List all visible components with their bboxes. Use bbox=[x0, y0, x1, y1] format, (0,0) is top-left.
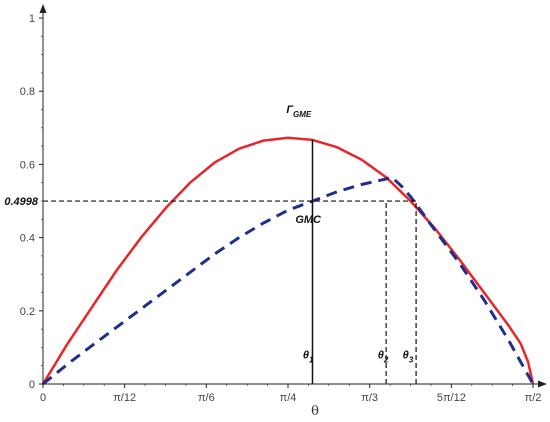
x-tick-label: π/3 bbox=[361, 392, 378, 404]
annotation-label: 0.4998 bbox=[4, 196, 39, 208]
annotation-text: θ bbox=[403, 349, 409, 361]
y-tick-label: 0.4 bbox=[20, 233, 35, 245]
annotation-text: Γ bbox=[286, 104, 294, 116]
annotation-subscript: GME bbox=[293, 110, 312, 119]
x-axis-arrow bbox=[538, 380, 547, 388]
x-tick-label: 0 bbox=[40, 392, 46, 404]
annotation-label: ΓGME bbox=[286, 104, 312, 119]
x-tick-label: π/6 bbox=[198, 392, 215, 404]
series-line-0 bbox=[41, 136, 535, 385]
annotation-label: θ3 bbox=[403, 349, 414, 364]
annotation-subscript: 1 bbox=[309, 355, 314, 364]
y-tick-label: 0 bbox=[29, 379, 35, 391]
annotation-label: GMC bbox=[295, 214, 322, 226]
axes: 0 π/12 π/6 π/4 π/3 5π/12 π/2 0 0.2 0.4 0.6 0.8 1 bbox=[20, 4, 547, 404]
y-tick-label: 0.6 bbox=[20, 159, 35, 171]
annotation-subscript: 2 bbox=[383, 355, 389, 364]
annotation-label: θ2 bbox=[378, 349, 389, 364]
annotation-text: θ bbox=[378, 349, 384, 361]
series-line-1 bbox=[42, 175, 535, 386]
annotation-text: 0.4998 bbox=[4, 196, 39, 208]
annotation-label: θ1 bbox=[303, 349, 314, 364]
y-tick-label: 1 bbox=[29, 13, 35, 25]
x-tick-label: π/2 bbox=[525, 392, 542, 404]
x-tick-label: π/4 bbox=[280, 392, 297, 404]
reference-lines bbox=[43, 139, 417, 384]
y-tick-label: 0.2 bbox=[20, 306, 35, 318]
annotation-text: θ bbox=[303, 349, 309, 361]
annotation-subscript: 3 bbox=[409, 355, 414, 364]
y-axis-arrow bbox=[39, 4, 47, 13]
x-tick-label: π/12 bbox=[113, 392, 136, 404]
series-layer bbox=[41, 136, 535, 386]
x-tick-label: 5π/12 bbox=[437, 392, 466, 404]
y-tick-label: 0.8 bbox=[20, 86, 35, 98]
annotation-text: GMC bbox=[295, 214, 322, 226]
x-axis-title: θ bbox=[311, 404, 319, 419]
